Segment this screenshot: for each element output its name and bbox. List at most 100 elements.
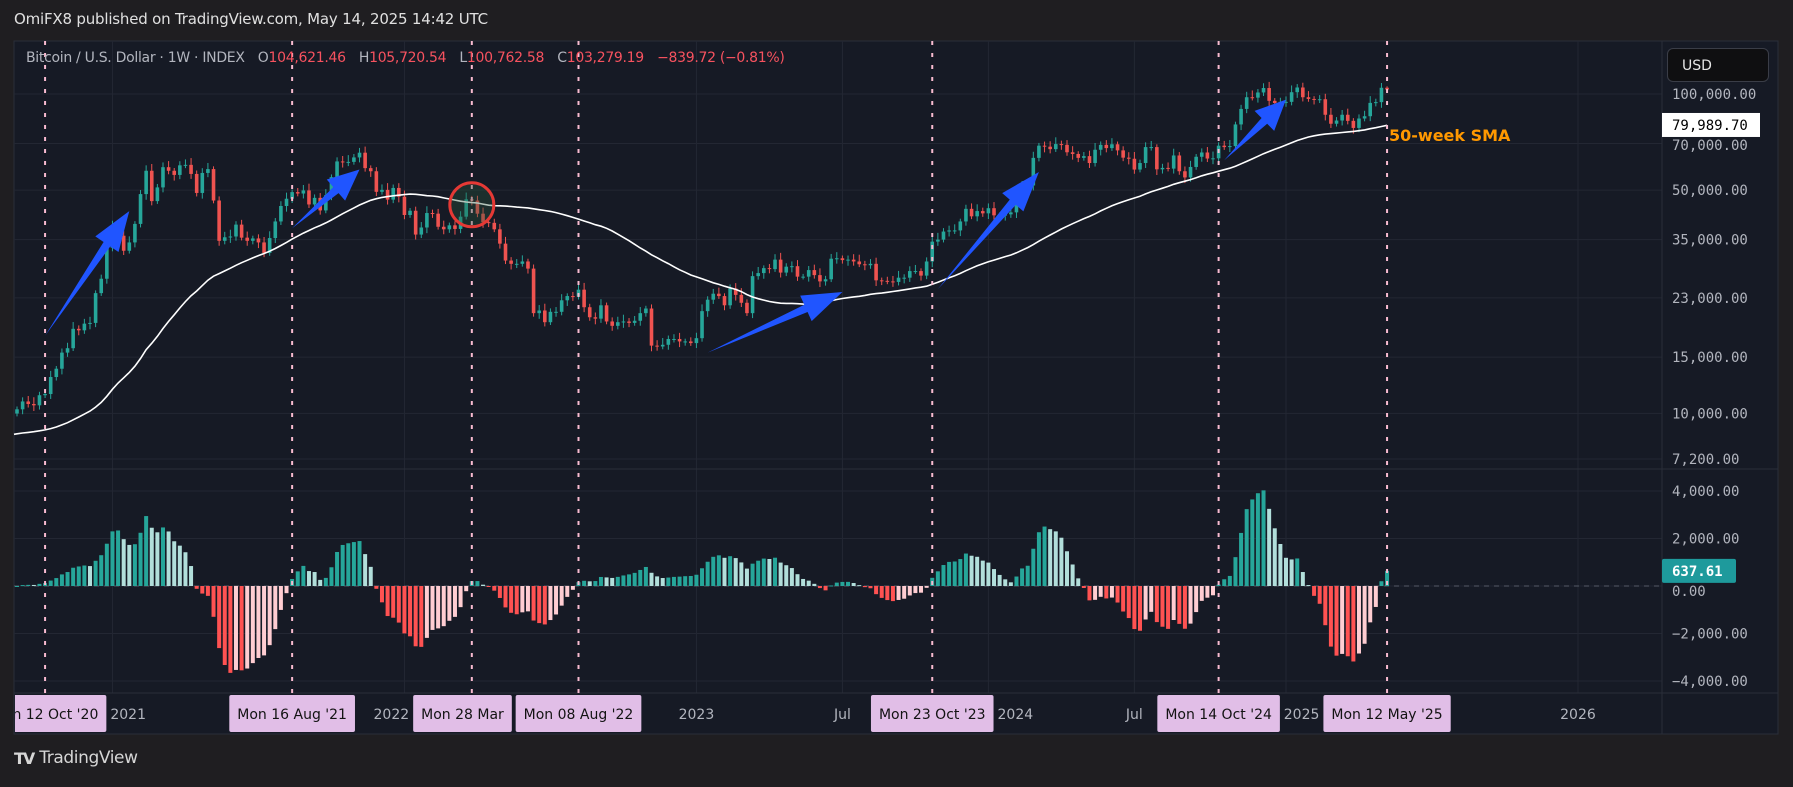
histogram-bar (1283, 557, 1288, 586)
histogram-bar (424, 586, 429, 638)
histogram-bar (761, 558, 766, 586)
candle (239, 219, 244, 241)
candle (750, 271, 755, 319)
candle-body (402, 196, 407, 215)
histogram-bar (1351, 586, 1356, 662)
candle-body (1222, 145, 1227, 148)
histogram-bar (1317, 586, 1322, 604)
histogram-bar (1076, 578, 1081, 586)
candle-body (498, 229, 502, 244)
histogram-bar (340, 544, 345, 586)
candle-body (795, 266, 800, 277)
candle-body (503, 243, 508, 261)
candle-body (234, 224, 238, 237)
histogram-bar (531, 586, 536, 621)
publish-header: OmiFX8 published on TradingView.com, May… (14, 10, 488, 28)
open-label: O (257, 50, 269, 66)
histogram-bar (1059, 537, 1064, 586)
candle (1115, 141, 1120, 156)
histogram-bar (1255, 493, 1260, 586)
candle (520, 255, 525, 267)
candle (256, 234, 261, 249)
candle (71, 322, 75, 352)
candle (1306, 91, 1311, 102)
histogram-axis[interactable]: 4,000.00 2,000.00 0.00 −2,000.00 −4,000.00 (1672, 484, 1748, 690)
candle-body (222, 237, 227, 241)
symbol-title[interactable]: Bitcoin / U.S. Dollar · 1W · INDEX (26, 50, 245, 66)
histogram-bar (396, 586, 401, 623)
candle (172, 168, 177, 181)
candle (952, 224, 957, 234)
histogram-bar (885, 586, 890, 601)
histogram-bar (935, 571, 940, 586)
histogram-bar (711, 556, 716, 586)
candle (1042, 141, 1047, 153)
histogram-bar (486, 586, 491, 587)
histogram-bar (436, 586, 441, 629)
histogram-bar (570, 586, 575, 590)
price-axis[interactable]: 100,000.00 70,000.00 50,000.00 35,000.00 23,… (1672, 87, 1756, 468)
candle-body (357, 152, 362, 158)
histogram-bar (1126, 586, 1131, 619)
candle-body (1312, 98, 1316, 100)
histogram-bar (1312, 586, 1317, 596)
candle-body (1042, 145, 1047, 147)
histogram-bar (363, 554, 368, 586)
candle-body (1205, 152, 1210, 159)
tradingview-logo[interactable]: TV TradingView (14, 748, 138, 768)
histogram-bar (857, 585, 862, 587)
histogram-bar (958, 559, 963, 586)
histogram-bar (1334, 586, 1339, 656)
candle (1256, 89, 1260, 103)
candle (537, 305, 541, 319)
candle-body (121, 235, 126, 251)
sma-value-text: 79,989.70 (1672, 118, 1748, 134)
chart-panel (13, 40, 1779, 735)
candle (498, 223, 502, 249)
candle (812, 264, 817, 279)
candle-body (632, 320, 637, 323)
candle (60, 348, 64, 375)
time-axis[interactable]: 2021 2022 2023 Jul 2024 Jul 2025 2026 (110, 707, 1596, 723)
candle (621, 314, 626, 328)
histogram-bar (475, 581, 480, 586)
histogram-bar (121, 539, 126, 586)
candle (548, 308, 553, 325)
candle-body (256, 238, 261, 243)
candle (823, 275, 828, 286)
candle-body (902, 277, 906, 279)
histogram-bar (194, 586, 199, 589)
candle-body (492, 222, 497, 230)
histogram-bar (744, 568, 749, 586)
candle (346, 155, 351, 167)
candle (907, 266, 912, 282)
candle (419, 222, 424, 239)
candle-body (1329, 114, 1333, 124)
histogram-bar (627, 574, 632, 586)
candle-body (677, 338, 682, 342)
histogram-bar (975, 556, 980, 586)
candle (851, 254, 856, 266)
histogram-bar (705, 561, 710, 586)
candle-body (335, 161, 339, 178)
histogram-bar (306, 571, 311, 586)
candle (885, 276, 890, 285)
currency-button[interactable]: USD (1667, 48, 1769, 82)
candle (644, 305, 648, 317)
candle-body (1104, 144, 1109, 149)
candle (54, 365, 59, 381)
histogram-bar (1025, 565, 1030, 586)
histogram-bar (1182, 586, 1187, 629)
candle (509, 257, 513, 270)
candle-body (324, 195, 328, 211)
candle (778, 252, 783, 278)
candle-body (728, 288, 732, 306)
candle-body (1211, 158, 1215, 160)
histogram-value-tag: 637.61 (1662, 558, 1736, 583)
arrow-annotation (707, 291, 843, 353)
candle-body (346, 161, 351, 163)
histogram-bar (829, 585, 834, 587)
candle (1121, 146, 1125, 162)
histogram-bar (278, 586, 283, 610)
